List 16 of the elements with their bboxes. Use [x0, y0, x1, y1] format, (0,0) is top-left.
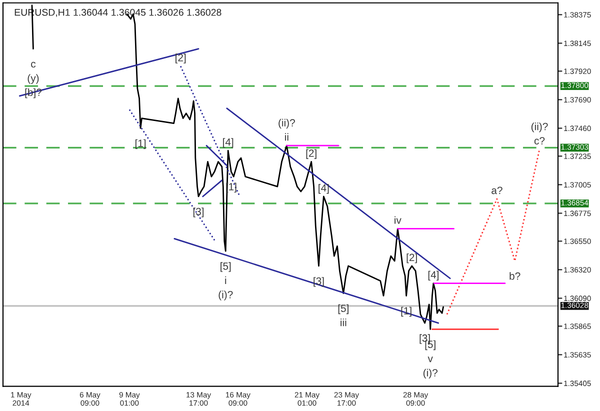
- annotation: [5] i (i)?: [218, 262, 233, 300]
- annotation: [4]: [223, 138, 234, 148]
- annotation: [4]: [318, 184, 329, 194]
- annotation: [5] iii: [338, 304, 348, 326]
- annotation: [2]: [406, 253, 417, 264]
- annotation: (ii)? c?: [531, 122, 548, 144]
- annotation: b?: [510, 272, 520, 280]
- annotation: (ii)? ii: [278, 118, 295, 141]
- annotation: [2]: [306, 149, 316, 159]
- annotation: a?: [492, 186, 502, 194]
- line-series: [446, 148, 540, 316]
- annotation: [2]: [176, 54, 186, 64]
- annotation: [1]: [135, 139, 146, 150]
- annotation: iv: [394, 216, 402, 224]
- annotation: [3]: [193, 208, 204, 218]
- annotation: [4]: [428, 270, 438, 281]
